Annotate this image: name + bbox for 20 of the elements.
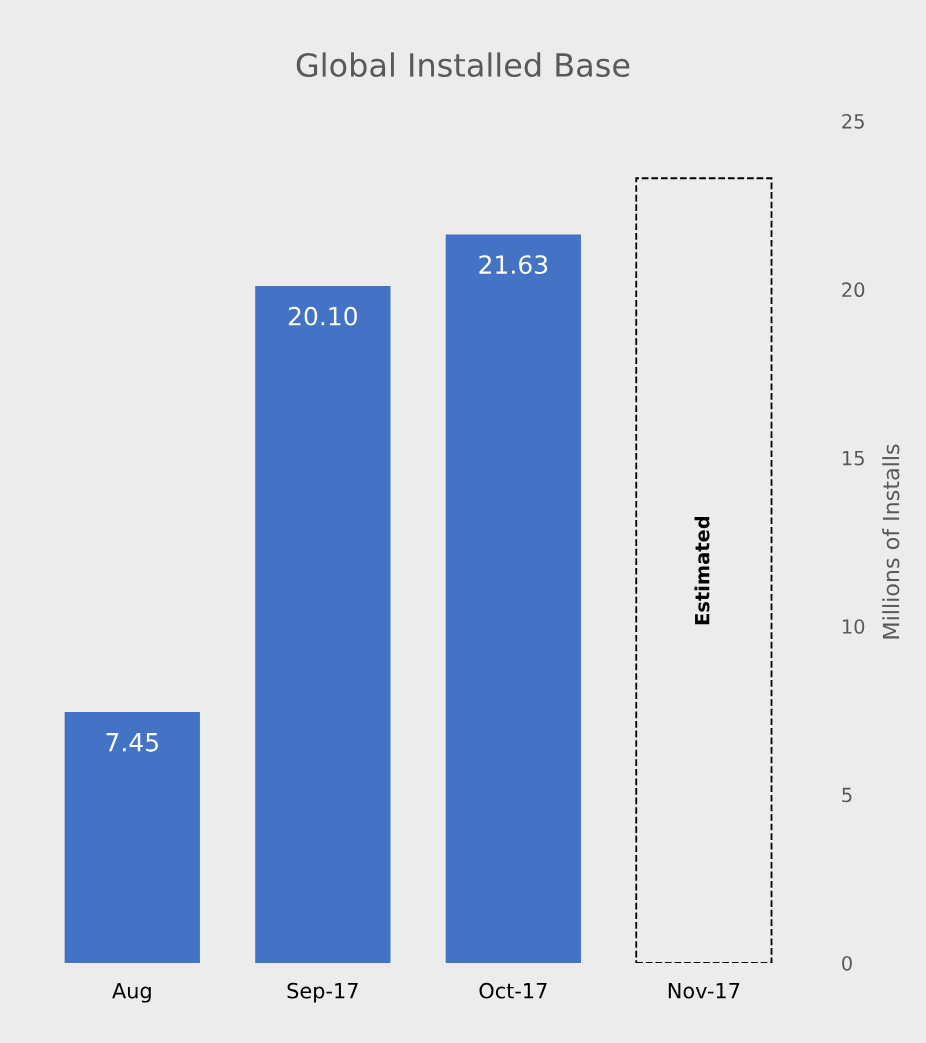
y-tick-label: 10 — [842, 619, 865, 634]
chart-title: Global Installed Base — [296, 52, 630, 78]
data-label: Estimated — [694, 516, 710, 625]
bar — [635, 177, 773, 963]
bar — [64, 712, 200, 963]
data-label: 20.10 — [288, 306, 357, 326]
x-tick-label: Sep-17 — [287, 982, 358, 1003]
data-label: 21.63 — [479, 255, 548, 275]
data-label: 7.45 — [106, 733, 158, 752]
bar — [255, 286, 391, 963]
y-tick-label: 0 — [842, 955, 852, 971]
y-tick-label: 15 — [842, 451, 864, 466]
y-tick-label: 20 — [842, 282, 865, 298]
x-tick-label: Aug — [112, 983, 151, 1003]
y-tick-label: 25 — [842, 113, 864, 129]
y-tick-label: 5 — [842, 787, 852, 803]
bar — [445, 234, 581, 963]
y-axis-title: Millions of Installs — [882, 444, 900, 639]
x-tick-label: Oct-17 — [479, 982, 547, 999]
x-tick-label: Nov-17 — [668, 983, 740, 999]
